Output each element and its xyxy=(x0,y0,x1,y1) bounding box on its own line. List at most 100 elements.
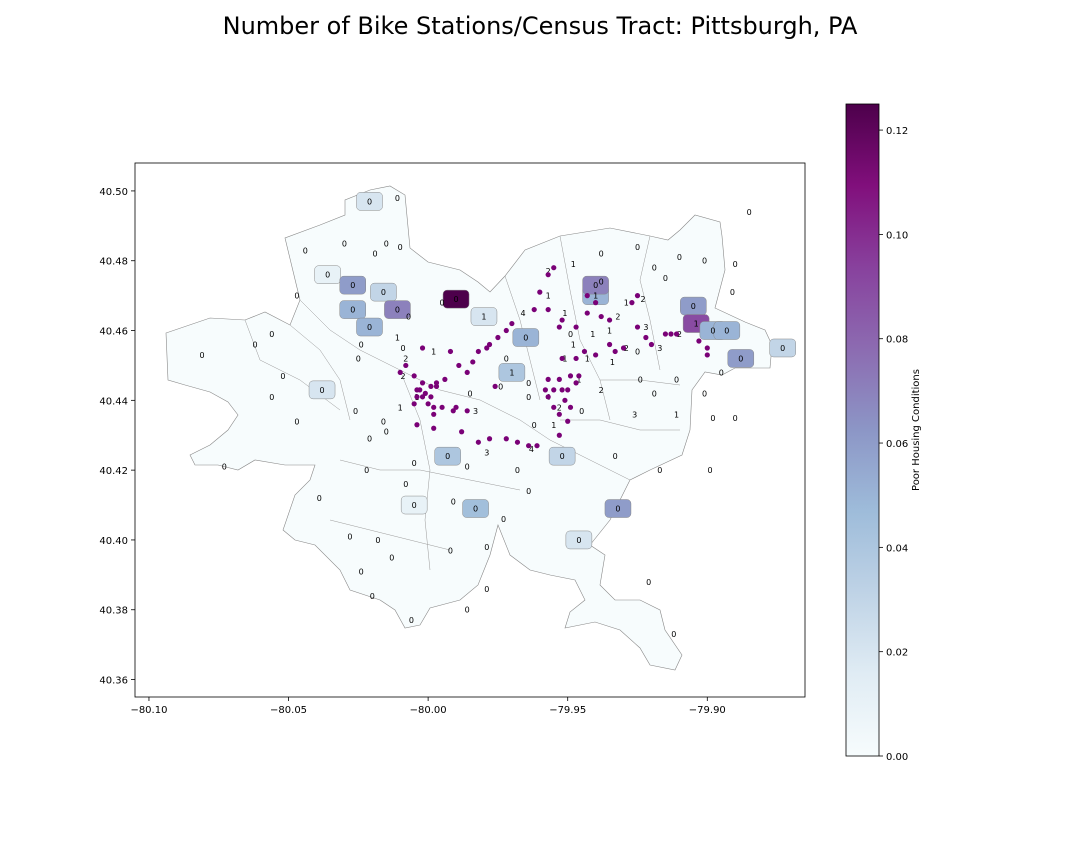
tract-count-label: 0 xyxy=(532,421,537,430)
tract-count-label: 0 xyxy=(367,197,372,206)
tract-count-label: 0 xyxy=(733,260,738,269)
tract-count-label: 0 xyxy=(484,543,489,552)
colorbar-tick-label: 0.12 xyxy=(886,126,908,137)
tract-count-label: 0 xyxy=(294,417,299,426)
tract-count-label: 0 xyxy=(613,452,618,461)
tract-count-label: 2 xyxy=(641,295,646,304)
tract-count-label: 0 xyxy=(635,347,640,356)
tract-count-label: 1 xyxy=(562,354,567,363)
tract-count-label: 0 xyxy=(367,435,372,444)
bike-station-point xyxy=(414,394,420,400)
tract-count-label: 2 xyxy=(677,330,682,339)
tract-count-label: 0 xyxy=(409,616,414,625)
bike-station-point xyxy=(495,334,501,341)
tract-count-label: 1 xyxy=(585,354,590,363)
tract-shape xyxy=(356,192,383,211)
tract-count-label: 0 xyxy=(724,327,729,336)
bike-station-point xyxy=(565,418,571,424)
tract-count-label: 0 xyxy=(448,546,453,555)
tract-count-label: 2 xyxy=(599,386,604,395)
tract-count-label: 1 xyxy=(571,260,576,269)
tract-shape xyxy=(582,275,609,295)
bike-station-point xyxy=(414,387,420,393)
bike-station-point xyxy=(492,383,498,389)
tract-count-label: 0 xyxy=(269,330,274,339)
bike-station-point xyxy=(545,376,551,382)
tract-count-label: 1 xyxy=(694,320,699,329)
bike-station-point xyxy=(573,355,579,362)
bike-station-point xyxy=(593,300,599,306)
y-axis: 40.50 40.48 40.46 40.44 40.42 40.40 40.38 40.36 xyxy=(99,187,135,687)
tract-count-label: 0 xyxy=(730,288,735,297)
tract-count-label: 0 xyxy=(671,630,676,639)
tract-shape xyxy=(308,380,336,400)
bike-station-point xyxy=(431,411,437,417)
tract-shape xyxy=(548,446,576,466)
bike-station-point xyxy=(537,289,543,295)
tract-count-label: 2 xyxy=(400,372,405,381)
bike-station-point xyxy=(662,331,669,337)
tract-count-label: 0 xyxy=(473,505,478,514)
bike-station-point xyxy=(419,380,426,386)
bike-station-point xyxy=(581,348,588,355)
tract-layer xyxy=(308,192,796,550)
chart-title: Number of Bike Stations/Census Tract: Pi… xyxy=(222,12,858,40)
bike-station-point xyxy=(545,394,551,400)
tract-count-label: 0 xyxy=(319,386,324,395)
bike-station-point xyxy=(704,352,710,358)
tract-count-label: 0 xyxy=(498,382,503,391)
tract-count-label: 3 xyxy=(643,323,648,332)
tract-count-label: 0 xyxy=(780,344,785,353)
tract-count-label: 0 xyxy=(526,379,531,388)
tract-count-label: 0 xyxy=(294,292,299,301)
tract-count-label: 1 xyxy=(610,358,615,367)
tract-count-label: 0 xyxy=(593,281,598,290)
tract-count-label: 0 xyxy=(395,306,400,315)
bike-station-point xyxy=(556,411,562,417)
bike-station-point xyxy=(414,422,420,428)
tract-count-label: 0 xyxy=(719,368,724,377)
tract-count-label: 0 xyxy=(710,327,715,336)
bike-station-point xyxy=(551,387,557,393)
bike-station-point xyxy=(428,394,434,400)
bike-station-point xyxy=(696,338,702,344)
tract-shape xyxy=(604,499,632,518)
bike-station-point xyxy=(431,404,437,410)
tract-count-label: 0 xyxy=(515,466,520,475)
bike-station-point xyxy=(397,369,403,376)
colorbar xyxy=(845,103,880,757)
tract-count-label: 0 xyxy=(445,452,450,461)
tract-shape xyxy=(384,300,411,319)
bike-station-point xyxy=(573,324,579,330)
bike-station-point xyxy=(422,390,428,396)
tract-count-label: 0 xyxy=(370,592,375,601)
bike-station-point xyxy=(542,387,548,393)
tract-count-label: 0 xyxy=(738,354,743,363)
y-tick-label: 40.50 xyxy=(99,187,128,198)
bike-station-point xyxy=(567,404,574,410)
tract-count-label: 2 xyxy=(403,354,408,363)
tract-count-label: 0 xyxy=(451,498,456,507)
tract-count-label: 0 xyxy=(568,330,573,339)
tract-count-label: 0 xyxy=(652,389,657,398)
y-tick-label: 40.38 xyxy=(99,606,128,617)
bike-station-point xyxy=(551,265,557,271)
tract-count-label: 0 xyxy=(384,428,389,437)
bike-station-point xyxy=(556,324,562,330)
colorbar-tick-label: 0.10 xyxy=(886,230,908,241)
tract-count-label: 3 xyxy=(657,344,662,353)
bike-station-point xyxy=(668,331,674,337)
bike-station-point xyxy=(526,443,532,449)
tract-count-label: 0 xyxy=(576,536,581,545)
bike-station-point xyxy=(486,341,493,348)
colorbar-tick-label: 0.00 xyxy=(886,752,908,763)
x-tick-label: −79.95 xyxy=(549,705,586,716)
bike-station-point xyxy=(486,436,493,442)
tract-count-label: 0 xyxy=(356,354,361,363)
tract-shape xyxy=(769,338,796,358)
tract-count-label: 3 xyxy=(484,449,489,458)
tract-count-label: 0 xyxy=(359,340,364,349)
tract-count-label: 0 xyxy=(199,351,204,360)
tract-count-label: 0 xyxy=(702,389,707,398)
x-tick-label: −79.90 xyxy=(689,705,726,716)
